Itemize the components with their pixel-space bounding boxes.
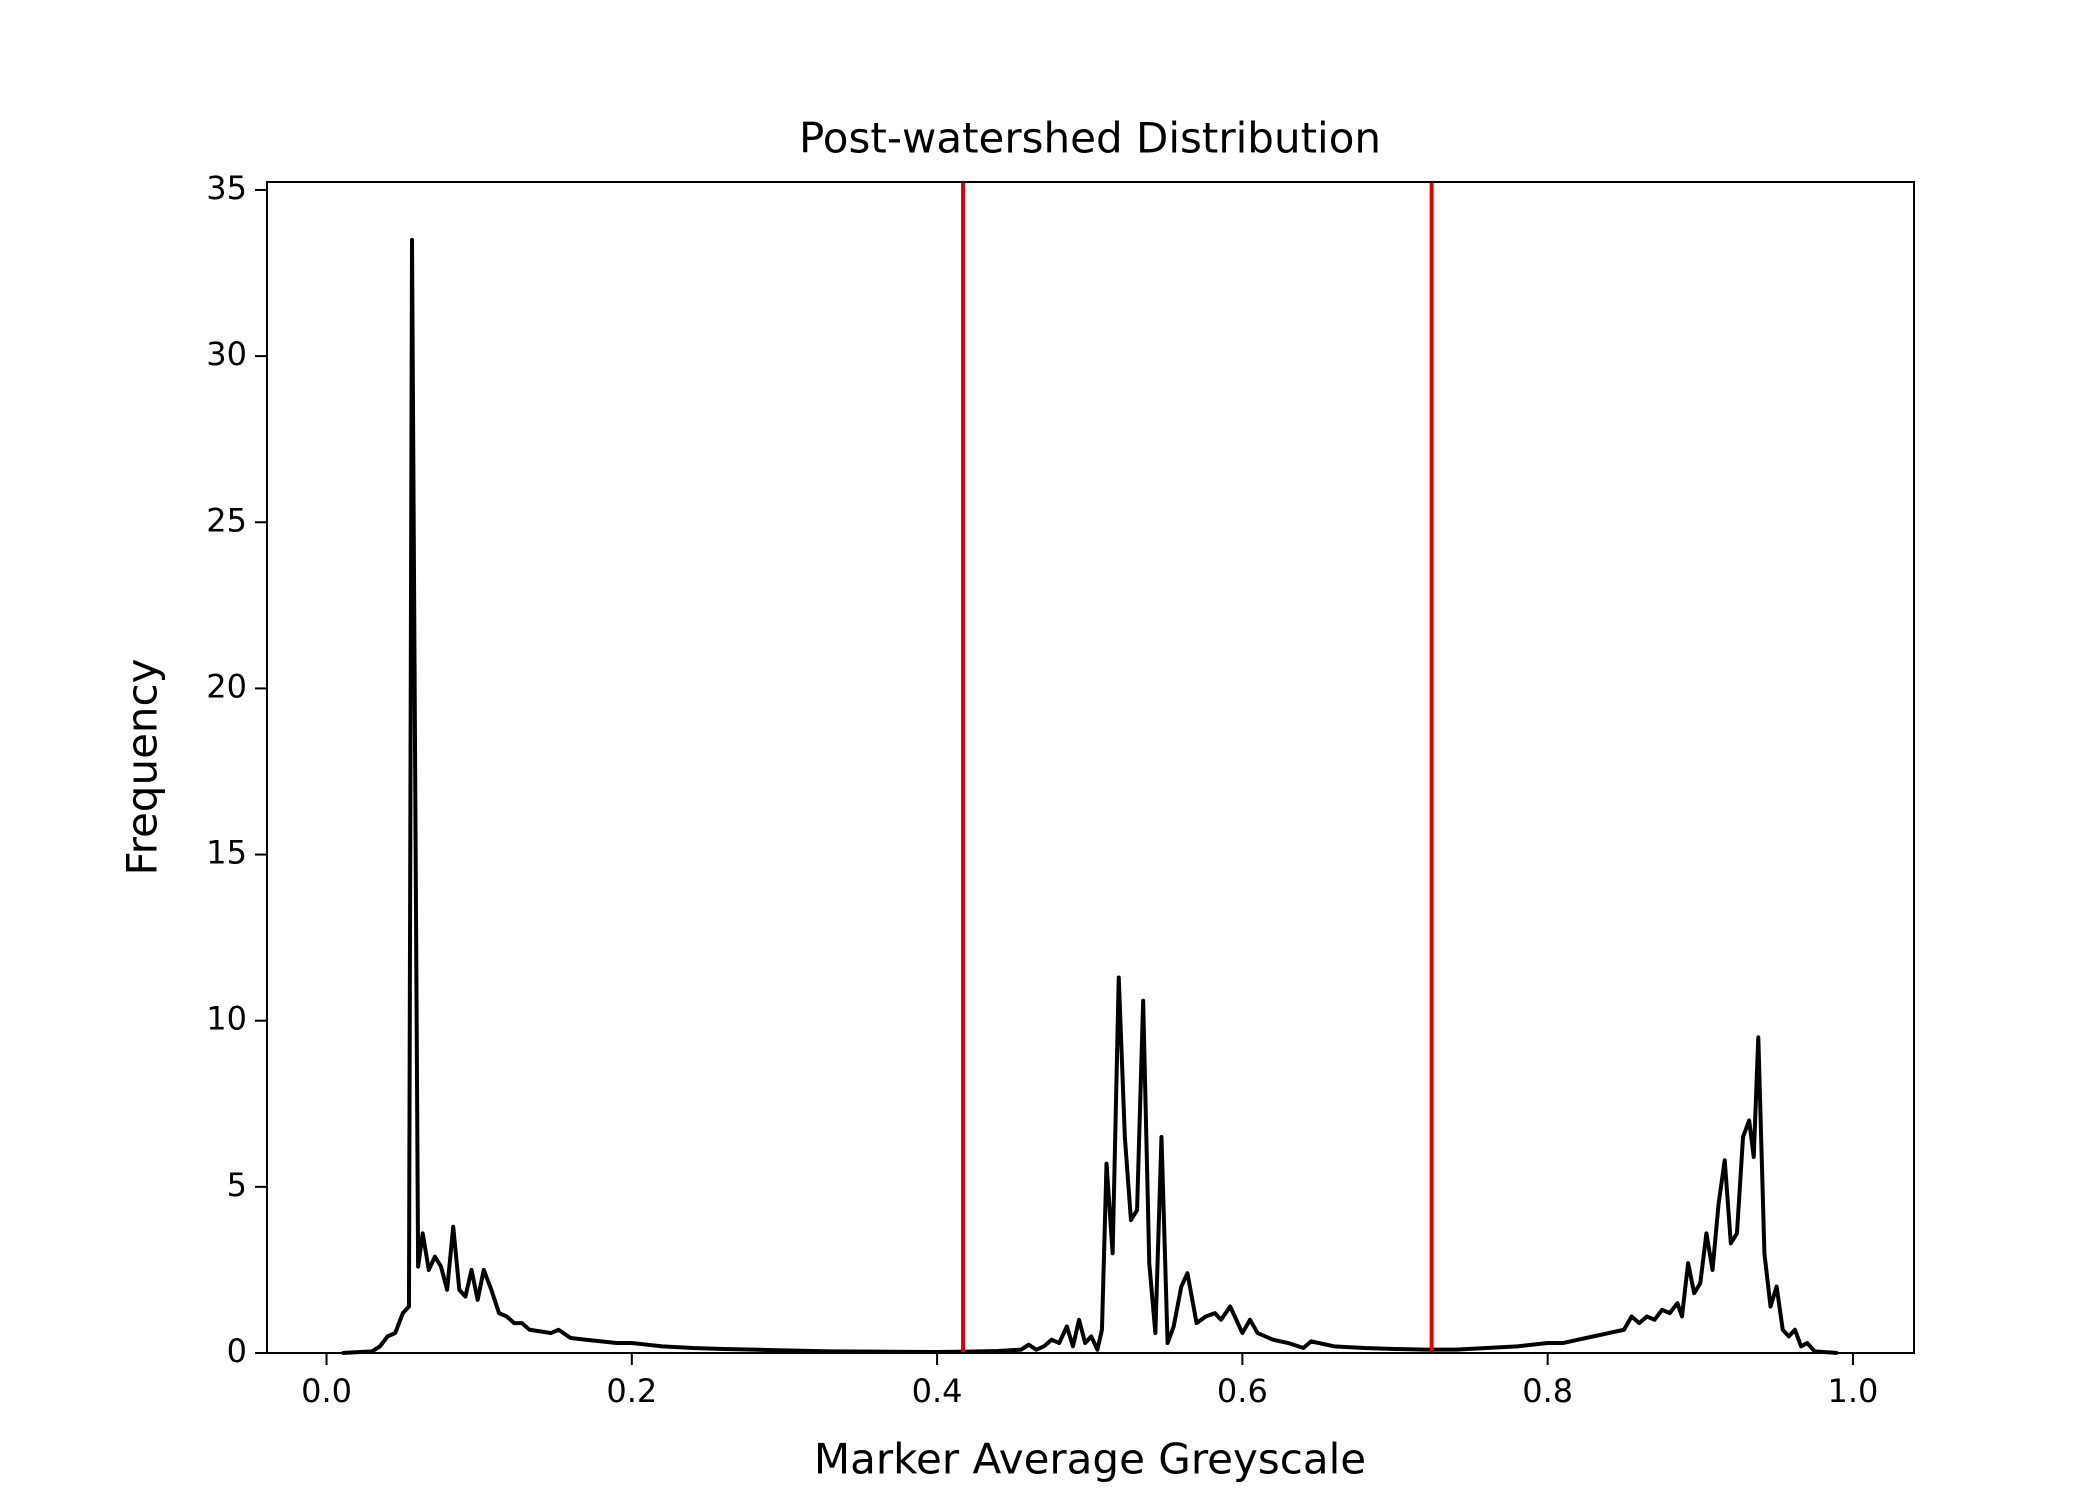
x-tick-label: 0.4 [912, 1372, 963, 1410]
chart-title: Post-watershed Distribution [799, 114, 1381, 163]
x-tick-label: 0.6 [1217, 1372, 1268, 1410]
x-tick-label: 0.8 [1522, 1372, 1573, 1410]
x-tick-label: 1.0 [1827, 1372, 1878, 1410]
y-axis-label: Frequency [118, 659, 167, 876]
y-tick-label: 5 [227, 1166, 247, 1204]
y-tick-label: 25 [206, 501, 247, 539]
x-axis-label: Marker Average Greyscale [814, 1435, 1366, 1484]
y-tick-label: 0 [227, 1332, 247, 1370]
data-line [341, 237, 1838, 1355]
plot-frame [266, 181, 1915, 1354]
y-tick-label: 35 [206, 169, 247, 207]
y-tick-label: 15 [206, 834, 247, 872]
x-tick-label: 0.2 [606, 1372, 657, 1410]
y-tick-label: 20 [206, 667, 247, 705]
y-tick-label: 30 [206, 335, 247, 373]
y-tick-label: 10 [206, 1000, 247, 1038]
x-tick-label: 0.0 [301, 1372, 352, 1410]
